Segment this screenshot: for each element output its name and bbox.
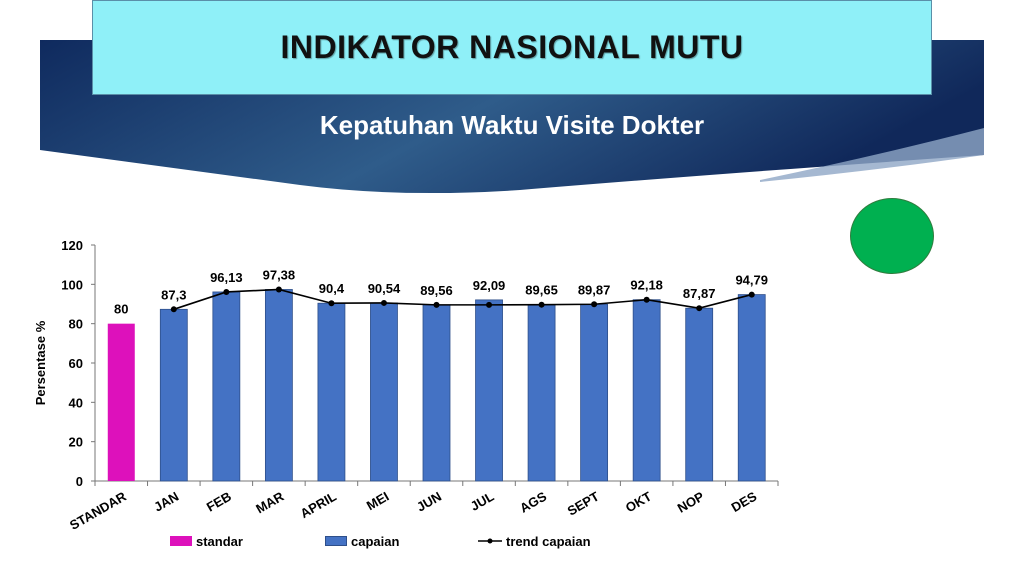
trend-point-mei [380, 299, 387, 306]
x-tick-label-mei: MEI [364, 489, 392, 514]
data-label-ags: 89,65 [525, 283, 558, 298]
bar-capaian-ags [527, 304, 556, 482]
bar-capaian-sept [580, 303, 609, 482]
y-tick-label: 0 [76, 474, 83, 489]
legend-item-standar: standar [170, 532, 243, 550]
y-tick-label: 40 [69, 395, 83, 410]
trend-point-nop [696, 305, 703, 312]
x-tick-label-nop: NOP [675, 488, 707, 515]
bar-capaian-jun [422, 304, 451, 482]
bar-capaian-des [737, 294, 766, 482]
bar-capaian-okt [632, 299, 661, 482]
data-label-feb: 96,13 [210, 270, 243, 285]
data-label-des: 94,79 [735, 273, 768, 288]
title-box: INDIKATOR NASIONAL MUTU [92, 0, 932, 95]
x-tick-label-standar: STANDAR [67, 488, 129, 533]
legend-item-capaian: capaian [325, 532, 399, 550]
x-tick-label-mar: MAR [253, 488, 287, 516]
x-tick-label-des: DES [729, 488, 760, 515]
data-label-jul: 92,09 [473, 278, 506, 293]
trend-point-feb [223, 288, 230, 295]
legend-swatch-capaian [325, 536, 347, 546]
trend-point-jun [433, 301, 440, 308]
x-tick-label-okt: OKT [623, 489, 654, 516]
bar-capaian-nop [685, 307, 714, 482]
data-label-okt: 92,18 [630, 278, 663, 293]
trend-point-jul [486, 301, 493, 308]
data-label-sept: 89,87 [578, 282, 611, 297]
legend-label-capaian: capaian [351, 533, 400, 549]
trend-point-mar [275, 286, 282, 293]
legend-swatch-standar [170, 536, 192, 546]
page-title: INDIKATOR NASIONAL MUTU [280, 29, 744, 65]
data-label-jan: 87,3 [161, 287, 186, 302]
y-axis-title: Persentase % [33, 320, 48, 405]
bar-capaian-april [317, 302, 346, 482]
x-tick-label-jan: JAN [151, 489, 181, 515]
x-tick-label-jul: JUL [468, 489, 497, 514]
data-label-mei: 90,54 [368, 281, 401, 296]
data-label-jun: 89,56 [420, 283, 453, 298]
y-tick-label: 80 [69, 317, 83, 332]
trend-point-okt [643, 296, 650, 303]
data-label-april: 90,4 [319, 281, 345, 296]
trend-point-april [328, 300, 335, 307]
legend-label-trend: trend capaian [506, 533, 591, 549]
x-tick-label-sept: SEPT [565, 489, 602, 519]
x-tick-label-jun: JUN [414, 489, 444, 515]
legend-item-trend: trend capaian [478, 532, 591, 550]
page-subtitle: Kepatuhan Waktu Visite Dokter [319, 110, 705, 140]
y-tick-label: 120 [61, 238, 83, 253]
bar-standar [107, 323, 135, 481]
bar-capaian-mei [370, 302, 398, 482]
trend-point-jan [170, 306, 177, 313]
y-tick-label: 20 [69, 435, 83, 450]
y-tick-label: 60 [69, 356, 83, 371]
data-label-nop: 87,87 [683, 286, 716, 301]
x-tick-label-april: APRIL [298, 489, 339, 522]
bar-capaian-jan [159, 308, 188, 482]
bar-capaian-jul [475, 299, 503, 482]
data-label-standar: 80 [114, 302, 128, 317]
bar-capaian-feb [212, 291, 241, 482]
trend-line [173, 288, 752, 311]
trend-point-ags [538, 301, 545, 308]
x-tick-label-ags: AGS [517, 488, 549, 515]
trend-point-des [748, 291, 755, 298]
x-tick-label-feb: FEB [204, 489, 234, 515]
status-indicator-circle [850, 198, 934, 274]
y-tick-label: 100 [61, 277, 83, 292]
legend-swatch-trend [478, 538, 502, 544]
bar-capaian-mar [264, 289, 293, 482]
data-label-mar: 97,38 [263, 267, 296, 282]
trend-point-sept [591, 301, 598, 308]
legend-label-standar: standar [196, 533, 243, 549]
